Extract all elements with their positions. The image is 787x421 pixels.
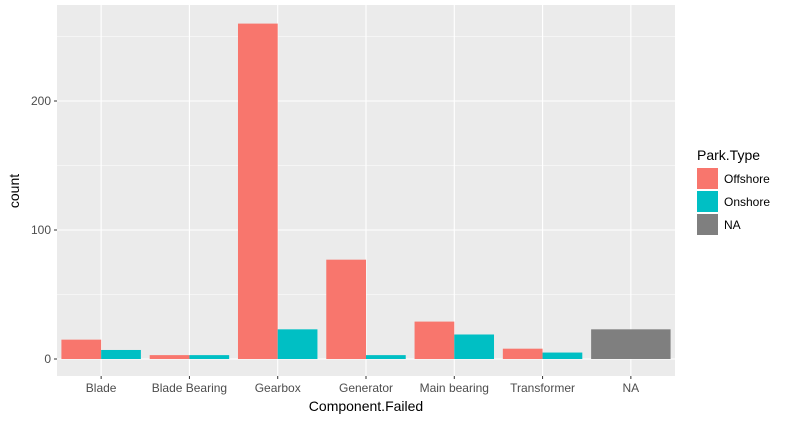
bar-na-na (591, 329, 671, 359)
x-tick-label: Main bearing (420, 381, 489, 395)
x-tick-label: Gearbox (255, 381, 301, 395)
y-tick-label: 100 (31, 223, 51, 237)
x-tick-label: Blade Bearing (152, 381, 227, 395)
y-tick-label: 0 (44, 352, 51, 366)
bar-offshore-blade (61, 339, 102, 359)
bar-onshore-generator (366, 355, 406, 359)
x-tick-label: Transformer (510, 381, 575, 395)
bars (61, 23, 671, 359)
legend-label-onshore: Onshore (724, 195, 770, 209)
legend: Park.Type Offshore Onshore NA (697, 147, 770, 235)
bar-offshore-blade-bearing (149, 355, 190, 359)
y-axis-ticks: 0 100 200 (31, 94, 57, 366)
x-axis-title: Component.Failed (309, 398, 423, 414)
bar-onshore-gearbox (277, 329, 318, 359)
bar-onshore-main-bearing (454, 334, 495, 359)
bar-offshore-generator (326, 259, 366, 359)
bar-onshore-transformer (542, 352, 583, 359)
bar-offshore-gearbox (237, 23, 278, 359)
x-tick-label: Blade (86, 381, 117, 395)
legend-swatch-na (697, 214, 718, 235)
bar-onshore-blade-bearing (189, 355, 230, 359)
x-tick-label: NA (623, 381, 640, 395)
legend-items: Offshore Onshore NA (697, 168, 770, 235)
bar-offshore-main-bearing (414, 321, 455, 359)
legend-title: Park.Type (697, 147, 760, 163)
x-tick-label: Generator (339, 381, 393, 395)
bar-offshore-transformer (502, 348, 543, 359)
y-axis-title: count (6, 174, 22, 208)
legend-swatch-onshore (697, 191, 718, 212)
legend-label-na: NA (724, 218, 741, 232)
bar-onshore-blade (101, 349, 141, 359)
x-axis-ticks: Blade Blade Bearing Gearbox Generator Main b… (86, 376, 639, 395)
legend-label-offshore: Offshore (724, 172, 770, 186)
legend-swatch-offshore (697, 168, 718, 189)
y-tick-label: 200 (31, 94, 51, 108)
